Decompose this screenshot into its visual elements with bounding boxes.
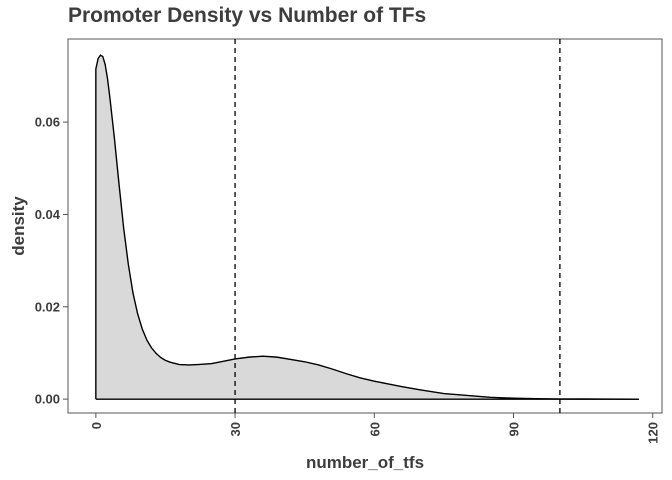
density-curve	[95, 54, 639, 400]
plot-panel	[67, 38, 663, 414]
x-tick-label: 0	[89, 422, 104, 429]
y-tick-label: 0.00	[35, 392, 60, 407]
y-tick-label: 0.04	[35, 207, 61, 222]
chart-title: Promoter Density vs Number of TFs	[68, 4, 427, 27]
x-axis: 0 30 60 90 120	[89, 413, 661, 444]
x-tick-label: 60	[367, 422, 382, 436]
data-layer	[95, 54, 639, 400]
x-tick-label: 120	[646, 422, 661, 444]
x-tick-label: 90	[507, 422, 522, 436]
x-axis-title: number_of_tfs	[306, 453, 424, 472]
y-axis-title: density	[9, 196, 28, 256]
x-tick-label: 30	[228, 422, 243, 436]
y-tick-label: 0.06	[35, 115, 60, 130]
y-tick-label: 0.02	[35, 299, 60, 314]
y-axis: 0.00 0.02 0.04 0.06	[35, 115, 68, 407]
density-area-fill	[95, 55, 639, 400]
